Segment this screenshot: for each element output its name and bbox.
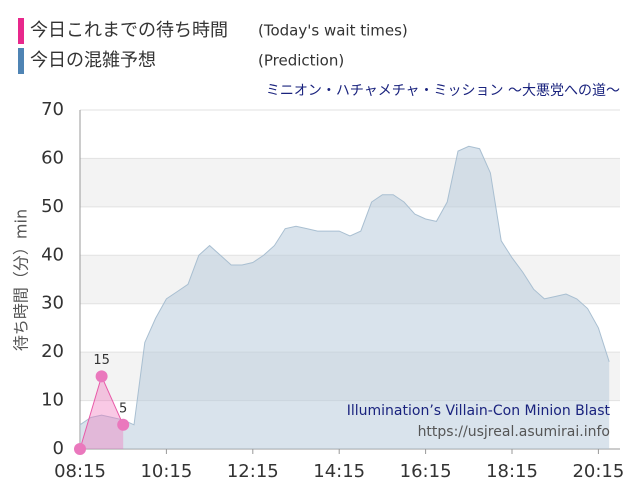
grid-band bbox=[80, 158, 620, 207]
point bbox=[74, 443, 86, 455]
legend-label: 今日の混雑予想 bbox=[30, 50, 156, 71]
point bbox=[117, 418, 130, 431]
x-tick-label: 12:15 bbox=[227, 461, 279, 482]
y-tick-label: 20 bbox=[41, 341, 64, 362]
legend-note: (Today's wait times) bbox=[258, 22, 408, 40]
y-tick-label: 30 bbox=[41, 293, 64, 314]
y-tick-label: 10 bbox=[41, 390, 64, 411]
data-label: 15 bbox=[93, 353, 110, 368]
point bbox=[95, 370, 108, 383]
y-tick-label: 40 bbox=[41, 244, 64, 265]
legend-label: 今日これまでの待ち時間 bbox=[30, 20, 228, 41]
y-tick-label: 60 bbox=[41, 147, 64, 168]
data-label: 5 bbox=[119, 401, 127, 416]
y-tick-label: 50 bbox=[41, 196, 64, 217]
x-tick-label: 08:15 bbox=[54, 461, 106, 482]
legend-swatch bbox=[18, 18, 24, 44]
area bbox=[80, 146, 610, 450]
plot: 0 10 20 30 40 50 60 70 08:15 10:15 12:15 14:15 16:15… bbox=[41, 99, 624, 482]
chart-title: ミニオン・ハチャメチャ・ミッション ～大悪党への道～ bbox=[266, 83, 620, 99]
x-tick-label: 20:15 bbox=[572, 461, 624, 482]
y-axis-label: 待ち時間（分）min bbox=[12, 209, 31, 351]
y-tick-label: 0 bbox=[53, 438, 64, 459]
line bbox=[79, 145, 610, 426]
legend-swatch bbox=[18, 48, 24, 74]
watermark: https://usjreal.asumirai.info bbox=[418, 424, 610, 440]
x-tick-label: 16:15 bbox=[400, 461, 452, 482]
x-tick-label: 10:15 bbox=[140, 461, 192, 482]
x-tick-label: 14:15 bbox=[313, 461, 365, 482]
y-tick-label: 70 bbox=[41, 99, 64, 120]
watermark: Illumination’s Villain-Con Minion Blast bbox=[347, 403, 611, 419]
legend-note: (Prediction) bbox=[258, 52, 344, 70]
x-tick-label: 18:15 bbox=[486, 461, 538, 482]
area bbox=[80, 376, 124, 449]
